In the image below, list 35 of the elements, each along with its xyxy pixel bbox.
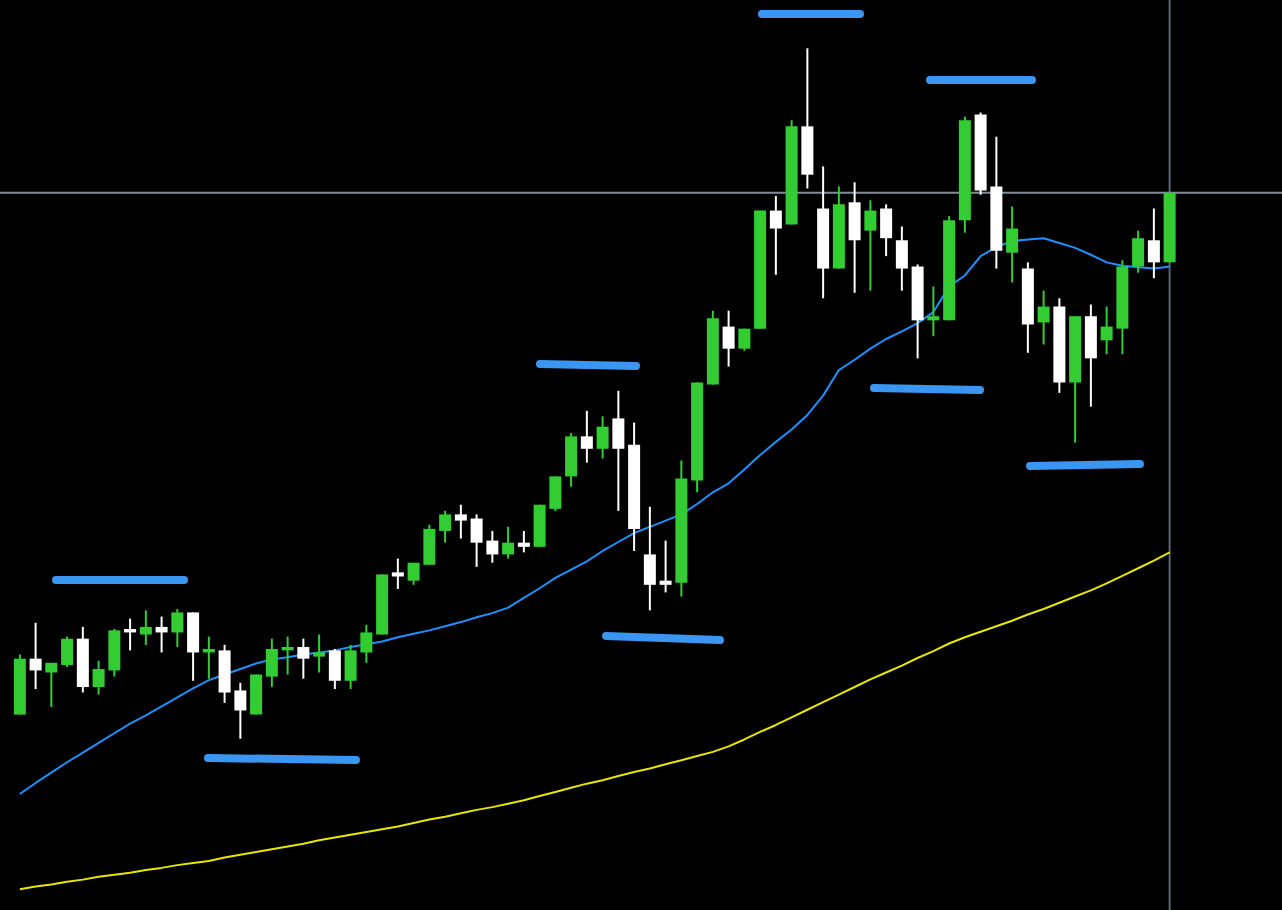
candlestick [880,203,893,258]
candlestick [580,409,593,464]
candlestick [927,285,940,338]
candlestick [155,615,168,654]
candlestick [61,635,74,668]
candlestick [1006,205,1019,284]
candlestick [454,503,467,540]
candlestick [171,607,184,648]
candlestick [1084,303,1097,408]
candlestick [29,621,42,691]
candlestick [313,633,326,674]
candlestick [769,195,782,276]
candlestick [895,225,908,292]
candlestick [722,309,735,368]
candlestick [864,199,877,292]
candlestick [502,525,515,560]
candlestick [250,673,263,716]
candlestick [439,509,452,544]
candlestick [612,389,625,512]
candlestick [565,431,578,488]
candlestick [643,505,656,612]
candlestick [1147,207,1160,280]
candlestick [45,661,58,709]
candlestick [848,181,861,294]
candlestick [1132,229,1145,274]
candlestick [517,529,530,554]
candlestick [139,609,152,646]
candlestick [328,648,341,691]
candlestick [265,637,278,688]
candlestick [1037,289,1050,346]
candlestick [297,637,310,680]
candlestick [391,557,404,590]
candlestick [187,611,200,682]
candlestick [596,415,609,460]
candlestick [659,539,672,594]
